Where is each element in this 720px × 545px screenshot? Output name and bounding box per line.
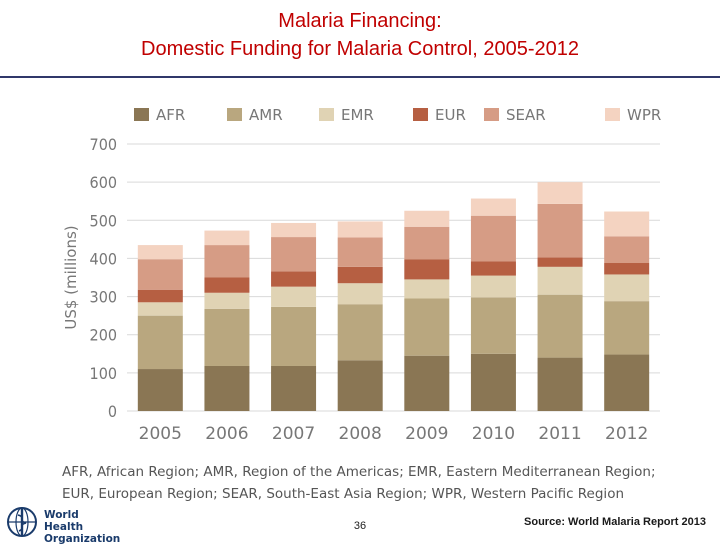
bar-segment-eur-2007 xyxy=(271,271,317,287)
x-tick-label: 2007 xyxy=(272,424,315,444)
bar-segment-wpr-2010 xyxy=(470,198,516,216)
bar-segment-emr-2006 xyxy=(204,292,250,309)
legend-swatch-amr xyxy=(227,108,242,121)
legend-label-wpr: WPR xyxy=(627,106,661,124)
legend-label-emr: EMR xyxy=(341,106,374,124)
chart-title-line2: Domestic Funding for Malaria Control, 20… xyxy=(141,38,579,60)
bar-segment-sear-2012 xyxy=(604,236,650,264)
legend-swatch-wpr xyxy=(605,108,620,121)
y-tick-label: 600 xyxy=(90,173,117,192)
bar-segment-emr-2012 xyxy=(604,274,650,302)
x-tick-label: 2011 xyxy=(538,424,581,444)
bar-segment-amr-2008 xyxy=(337,304,383,361)
bar-segment-wpr-2009 xyxy=(404,210,450,227)
bar-segment-wpr-2012 xyxy=(604,211,650,237)
chart-title-line1: Malaria Financing: xyxy=(278,10,442,32)
bar-segment-wpr-2008 xyxy=(337,221,383,238)
y-tick-label: 100 xyxy=(90,364,117,383)
bar-segment-emr-2007 xyxy=(271,286,317,307)
x-tick-label: 2006 xyxy=(205,424,248,444)
logo-line1: World Health xyxy=(44,509,84,533)
bar-segment-afr-2010 xyxy=(470,353,516,411)
bar-segment-amr-2006 xyxy=(204,308,250,366)
legend-label-amr: AMR xyxy=(249,106,283,124)
footnote-line1: AFR, African Region; AMR, Region of the … xyxy=(62,464,656,480)
x-tick-label: 2008 xyxy=(339,424,382,444)
bar-segment-wpr-2011 xyxy=(537,182,583,204)
bar-segment-wpr-2005 xyxy=(137,245,183,260)
y-tick-label: 400 xyxy=(90,249,117,268)
legend-swatch-emr xyxy=(319,108,334,121)
legend-label-afr: AFR xyxy=(156,106,185,124)
y-tick-label: 0 xyxy=(108,402,117,421)
bar-segment-amr-2009 xyxy=(404,298,450,356)
bar-segment-amr-2011 xyxy=(537,294,583,358)
logo-line2: Organization xyxy=(44,533,121,545)
bar-segment-sear-2010 xyxy=(470,215,516,262)
bar-segment-afr-2008 xyxy=(337,360,383,411)
bar-segment-sear-2009 xyxy=(404,226,450,260)
source-note: Source: World Malaria Report 2013 xyxy=(524,516,706,528)
who-emblem-icon xyxy=(7,507,37,537)
bar-segment-eur-2010 xyxy=(470,261,516,276)
legend-swatch-sear xyxy=(484,108,499,121)
x-tick-label: 2010 xyxy=(472,424,515,444)
bar-segment-afr-2007 xyxy=(271,365,317,411)
x-tick-label: 2009 xyxy=(405,424,448,444)
bar-segment-amr-2010 xyxy=(470,297,516,354)
bar-segment-afr-2011 xyxy=(537,357,583,411)
title-divider xyxy=(0,76,720,78)
bar-segment-afr-2009 xyxy=(404,355,450,411)
legend-label-eur: EUR xyxy=(435,106,466,124)
bar-segment-eur-2012 xyxy=(604,263,650,275)
bar-segment-eur-2009 xyxy=(404,259,450,280)
legend-label-sear: SEAR xyxy=(506,106,546,124)
legend-swatch-eur xyxy=(413,108,428,121)
bar-segment-amr-2012 xyxy=(604,301,650,355)
bar-segment-wpr-2006 xyxy=(204,230,250,246)
bar-segment-afr-2005 xyxy=(137,369,183,411)
bar-segment-eur-2005 xyxy=(137,289,183,303)
page-number: 36 xyxy=(353,520,367,532)
bar-segment-sear-2006 xyxy=(204,245,250,278)
bar-segment-sear-2008 xyxy=(337,237,383,267)
bar-segment-sear-2005 xyxy=(137,259,183,290)
legend-swatch-afr xyxy=(134,108,149,121)
bar-segment-sear-2011 xyxy=(537,203,583,258)
bar-segment-afr-2012 xyxy=(604,354,650,411)
bar-segment-afr-2006 xyxy=(204,365,250,411)
bar-segment-emr-2009 xyxy=(404,279,450,299)
bar-segment-eur-2006 xyxy=(204,277,250,293)
y-tick-label: 700 xyxy=(90,135,117,154)
y-tick-label: 500 xyxy=(90,211,117,230)
y-tick-label: 300 xyxy=(90,288,117,307)
x-tick-label: 2005 xyxy=(139,424,182,444)
bar-segment-wpr-2007 xyxy=(271,222,317,238)
stacked-bar-chart: 0 100 200 300 400 500 600 700 US$ (millions) 2005… xyxy=(62,106,661,444)
bar-segment-emr-2011 xyxy=(537,266,583,295)
y-axis-label: US$ (millions) xyxy=(62,225,80,329)
bar-segment-amr-2007 xyxy=(271,306,317,366)
bar-segment-sear-2007 xyxy=(271,237,317,272)
bar-segment-emr-2008 xyxy=(337,283,383,305)
x-tick-label: 2012 xyxy=(605,424,648,444)
who-logo: World Health Organization xyxy=(6,506,120,545)
footnote-line2: EUR, European Region; SEAR, South-East A… xyxy=(62,486,625,502)
bar-segment-amr-2005 xyxy=(137,315,183,370)
bar-segment-emr-2010 xyxy=(470,275,516,298)
bar-segment-eur-2008 xyxy=(337,266,383,284)
y-tick-label: 200 xyxy=(90,326,117,345)
bar-segment-emr-2005 xyxy=(137,302,183,316)
bar-segment-eur-2011 xyxy=(537,257,583,267)
